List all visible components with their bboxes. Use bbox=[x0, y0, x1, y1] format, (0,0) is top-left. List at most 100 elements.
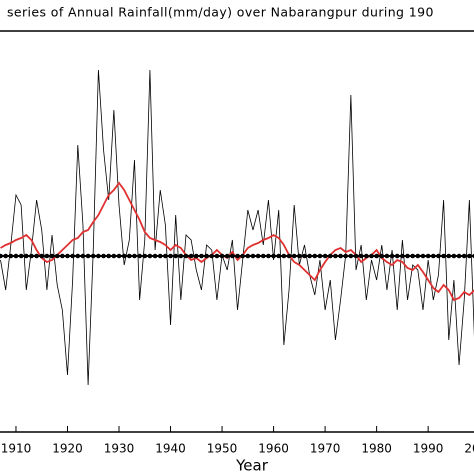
mean-dot bbox=[364, 253, 369, 259]
mean-dot bbox=[327, 253, 333, 259]
x-tick-label: 1920 bbox=[52, 442, 83, 456]
mean-dot bbox=[39, 253, 45, 259]
mean-dot bbox=[384, 253, 390, 259]
x-axis-label: Year bbox=[235, 457, 269, 474]
mean-dot bbox=[209, 253, 215, 259]
mean-dot bbox=[157, 253, 163, 259]
mean-dot bbox=[116, 253, 122, 259]
mean-dot bbox=[312, 253, 318, 259]
mean-dot bbox=[18, 253, 24, 259]
mean-dot bbox=[173, 253, 178, 259]
mean-dot bbox=[49, 253, 55, 259]
mean-dot bbox=[0, 253, 3, 259]
mean-dot bbox=[451, 253, 457, 259]
mean-dot bbox=[54, 253, 60, 259]
mean-dot bbox=[286, 253, 292, 259]
mean-dot bbox=[204, 253, 209, 259]
mean-dot bbox=[147, 253, 153, 259]
mean-dot bbox=[23, 253, 29, 259]
mean-dot bbox=[240, 253, 245, 259]
mean-dot bbox=[90, 253, 96, 259]
mean-dot bbox=[8, 253, 14, 259]
mean-dot bbox=[276, 253, 282, 259]
mean-dot bbox=[250, 253, 256, 259]
mean-dot bbox=[142, 253, 148, 259]
plot-area bbox=[0, 69, 474, 386]
mean-dot bbox=[343, 253, 349, 259]
mean-dot bbox=[168, 253, 173, 259]
mean-dot bbox=[415, 253, 421, 259]
mean-dot bbox=[333, 253, 338, 259]
mean-dot bbox=[121, 253, 127, 259]
mean-dot bbox=[178, 253, 184, 259]
series-line bbox=[0, 181, 474, 302]
mean-dot bbox=[271, 253, 276, 259]
mean-dot bbox=[446, 253, 452, 259]
mean-dot bbox=[163, 253, 168, 259]
x-tick-label: 1980 bbox=[361, 442, 392, 456]
x-tick-label: 2000 bbox=[464, 442, 474, 456]
mean-dot bbox=[188, 253, 194, 259]
mean-dot bbox=[101, 253, 106, 259]
mean-dot bbox=[13, 253, 19, 259]
mean-dot bbox=[137, 253, 142, 259]
mean-dot bbox=[219, 253, 225, 259]
mean-dot bbox=[44, 253, 50, 259]
mean-dot bbox=[230, 253, 235, 259]
series-line bbox=[0, 69, 474, 386]
mean-dot bbox=[302, 253, 307, 259]
mean-dot bbox=[410, 253, 415, 259]
mean-dot bbox=[3, 253, 8, 259]
mean-dot bbox=[322, 253, 328, 259]
mean-dot bbox=[34, 253, 39, 259]
mean-dot bbox=[291, 253, 297, 259]
mean-dot bbox=[307, 253, 312, 259]
mean-dot bbox=[29, 253, 34, 259]
mean-dot bbox=[260, 253, 266, 259]
mean-dot bbox=[281, 253, 287, 259]
x-tick-label: 1990 bbox=[413, 442, 444, 456]
mean-dot bbox=[358, 253, 364, 259]
mean-dot bbox=[111, 253, 117, 259]
mean-dot bbox=[317, 253, 323, 259]
mean-dot bbox=[394, 253, 400, 259]
mean-dot bbox=[369, 253, 374, 259]
mean-dot bbox=[338, 253, 343, 259]
mean-dot bbox=[405, 253, 410, 259]
mean-dot bbox=[199, 253, 204, 259]
mean-dot bbox=[441, 253, 446, 259]
mean-dot bbox=[374, 253, 379, 259]
mean-dot bbox=[65, 253, 70, 259]
mean-dot bbox=[96, 253, 101, 259]
mean-dot bbox=[456, 253, 462, 259]
mean-dot bbox=[224, 253, 230, 259]
mean-dot bbox=[420, 253, 426, 259]
chart-title: series of Annual Rainfall(mm/day) over N… bbox=[7, 5, 434, 20]
mean-dot bbox=[461, 253, 467, 259]
mean-dot bbox=[379, 253, 385, 259]
mean-dot bbox=[348, 253, 354, 259]
mean-dot bbox=[245, 253, 251, 259]
mean-dot bbox=[425, 253, 431, 259]
x-tick-label: 1940 bbox=[155, 442, 186, 456]
mean-dot bbox=[60, 253, 65, 259]
mean-dot bbox=[106, 253, 112, 259]
mean-dot bbox=[75, 253, 81, 259]
mean-dot bbox=[85, 253, 91, 259]
x-tick-label: 1970 bbox=[310, 442, 341, 456]
mean-dot bbox=[80, 253, 86, 259]
mean-dot bbox=[70, 253, 75, 259]
mean-dot bbox=[132, 253, 137, 259]
mean-dot bbox=[389, 253, 395, 259]
x-tick-label: 1910 bbox=[1, 442, 32, 456]
mean-dot bbox=[193, 253, 199, 259]
mean-dot bbox=[255, 253, 261, 259]
x-tick-label: 1950 bbox=[207, 442, 238, 456]
mean-dot bbox=[127, 253, 132, 259]
mean-dot bbox=[235, 253, 240, 259]
x-tick-label: 1960 bbox=[258, 442, 289, 456]
mean-dot bbox=[430, 253, 436, 259]
mean-dot bbox=[297, 253, 302, 259]
mean-dot bbox=[152, 253, 158, 259]
